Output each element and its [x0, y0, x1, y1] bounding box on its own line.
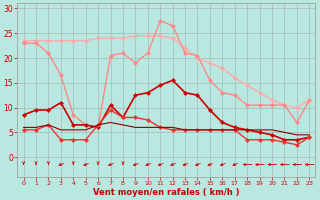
X-axis label: Vent moyen/en rafales ( km/h ): Vent moyen/en rafales ( km/h )	[93, 188, 240, 197]
